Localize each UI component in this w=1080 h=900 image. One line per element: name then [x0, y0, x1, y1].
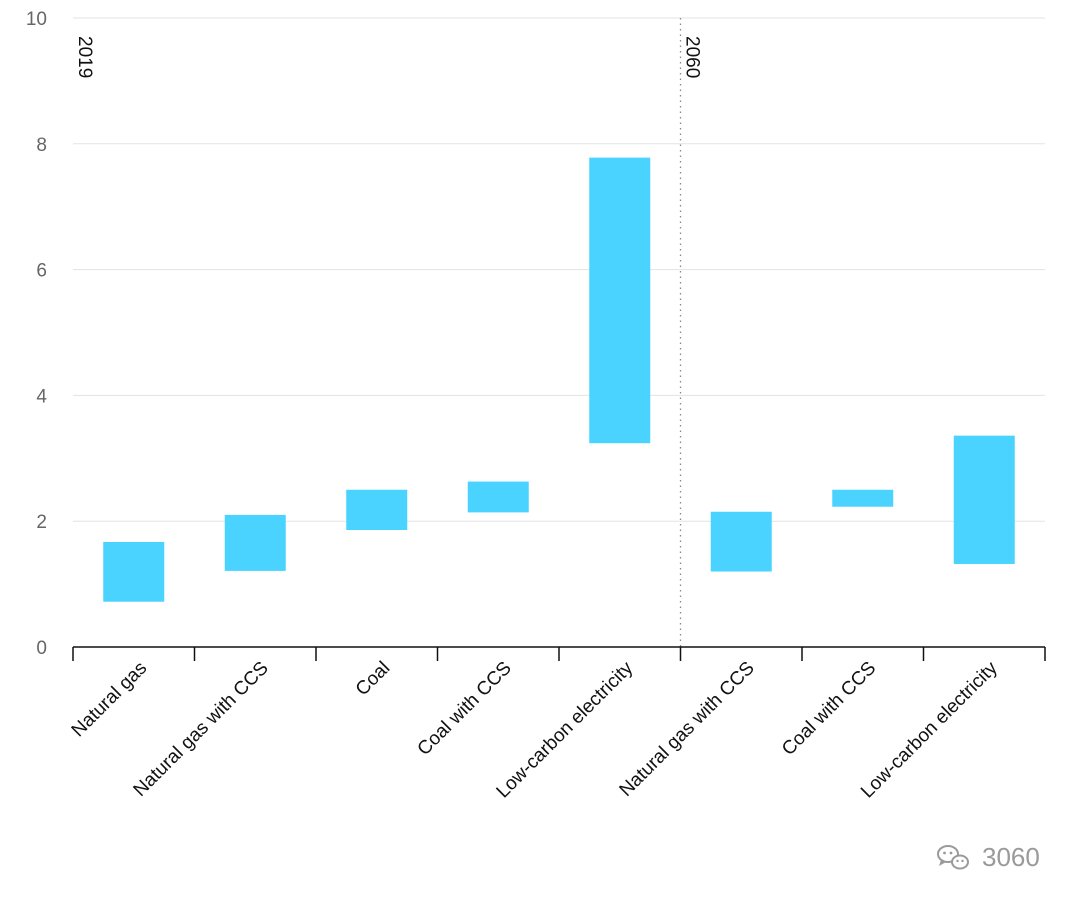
grid: [73, 17, 1045, 522]
y-tick-label: 8: [36, 135, 47, 156]
x-tick-label: Low-carbon electricity: [857, 657, 1002, 802]
bar: [953, 435, 1015, 564]
x-tick-label: Coal: [352, 658, 394, 700]
watermark-text: 3060: [982, 842, 1040, 872]
period-label: 2019: [74, 36, 95, 78]
bar: [832, 489, 894, 507]
watermark: 3060: [937, 842, 1040, 872]
y-tick-label: 10: [26, 9, 47, 30]
x-tick-label: Natural gas: [68, 658, 152, 742]
period-label: 2060: [682, 36, 703, 78]
x-tick-label: Coal with CCS: [778, 658, 880, 760]
y-tick-label: 2: [36, 512, 47, 533]
bar: [467, 481, 529, 513]
bar: [346, 489, 408, 531]
x-tick-label: Natural gas with CCS: [616, 658, 759, 801]
bar: [103, 541, 165, 602]
bars: [103, 157, 1015, 602]
y-tick-label: 6: [36, 261, 47, 282]
wechat-icon: [937, 845, 969, 870]
bar: [589, 157, 651, 444]
y-axis: 0 2 4 6 8 10: [26, 9, 48, 659]
bar: [710, 511, 772, 572]
x-tick-label: Low-carbon electricity: [493, 657, 638, 802]
x-tick-label: Natural gas with CCS: [130, 658, 273, 801]
y-tick-label: 0: [36, 638, 47, 659]
period-labels: 2019 2060: [74, 36, 703, 78]
bar: [224, 514, 286, 571]
y-tick-label: 4: [36, 386, 47, 407]
x-tick-label: Coal with CCS: [414, 658, 516, 760]
